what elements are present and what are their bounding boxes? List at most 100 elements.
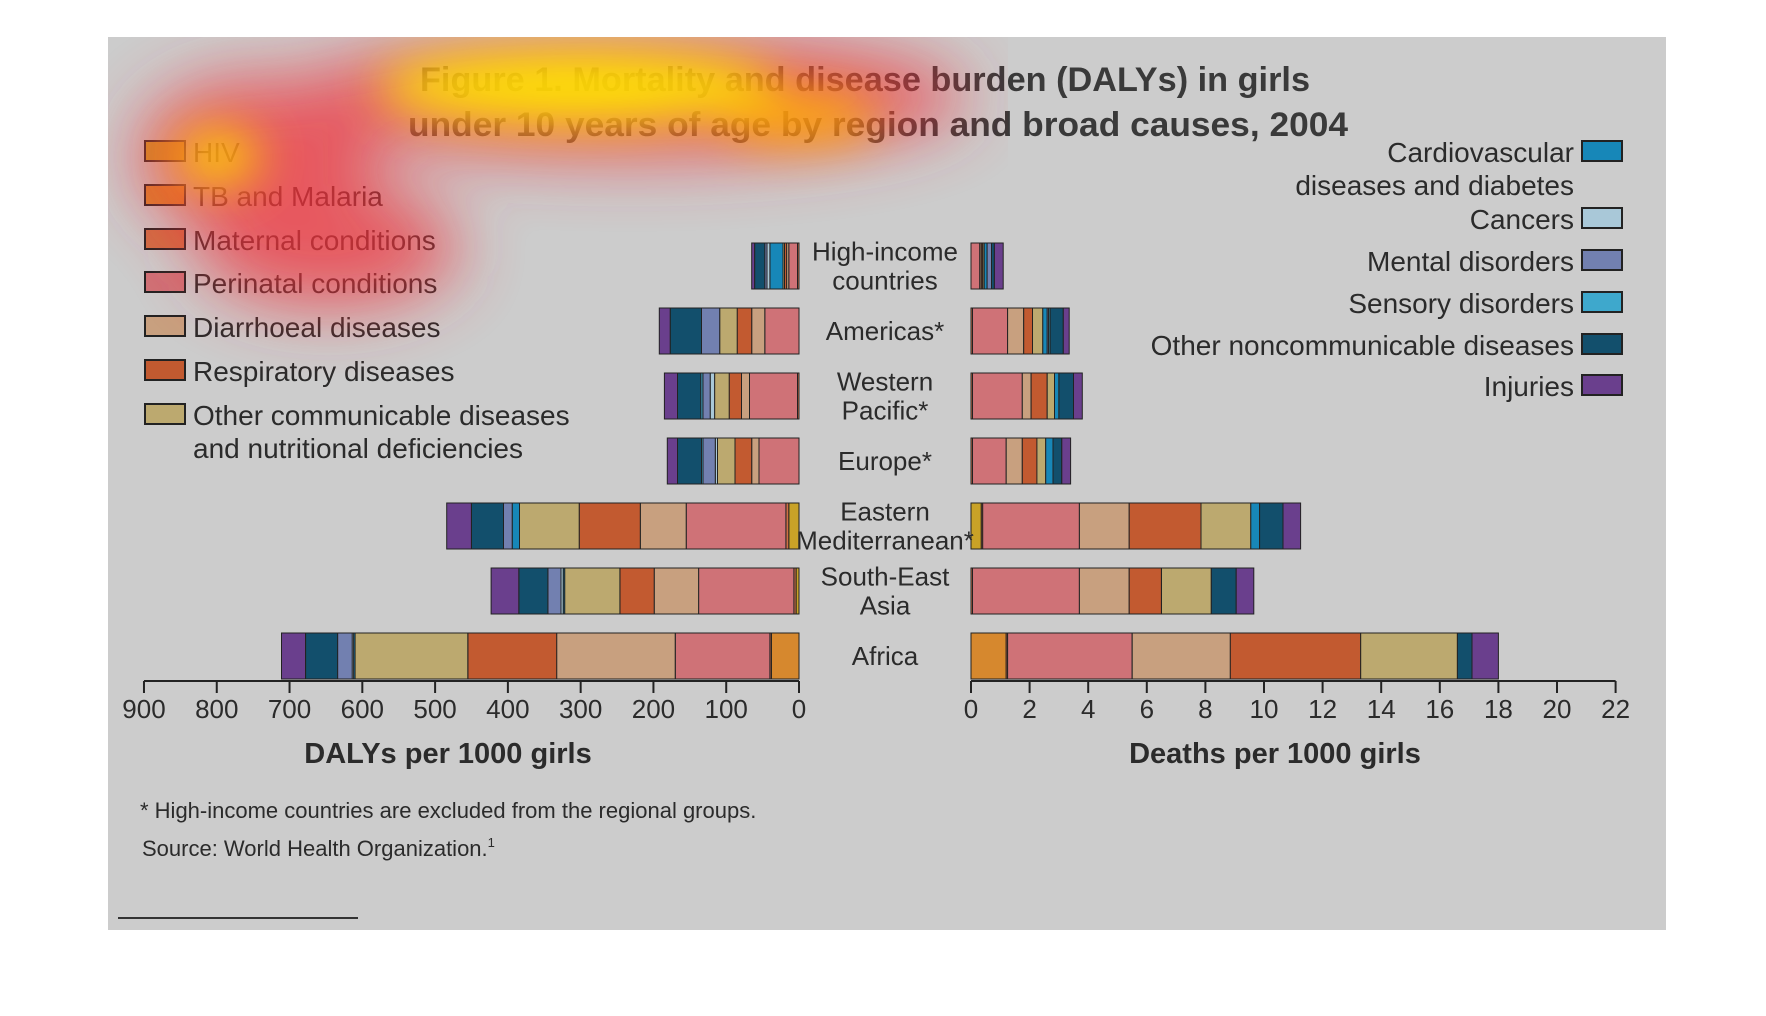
dalys-bar-r6-c9 — [337, 632, 353, 680]
dalys-bar-r3-c9 — [702, 437, 716, 485]
legend-label-left-0-line-0: HIV — [193, 137, 240, 168]
deaths-bar-r4-c4 — [1078, 502, 1130, 550]
deaths-tick-label-0: 0 — [964, 694, 978, 724]
deaths-x-axis: 0 2 4 6 8 10 12 14 16 18 20 22 — [964, 680, 1630, 724]
legend-left: HIV TB and Malaria Maternal conditions Peri… — [144, 137, 570, 464]
deaths-bar-r4-c3 — [982, 502, 1080, 550]
dalys-tick-label-0: 900 — [122, 694, 165, 724]
chart-title: Figure 1. Mortality and disease burden (… — [408, 61, 1348, 144]
deaths-bar-r0-c12 — [993, 242, 1004, 290]
dalys-bar-r1-c3 — [764, 307, 800, 355]
dalys-bar-r5-c5 — [619, 567, 655, 615]
dalys-bar-r3-c11 — [677, 437, 702, 485]
deaths-bar-r5-c3 — [972, 567, 1080, 615]
deaths-axis-label: Deaths per 1000 girls — [1129, 738, 1421, 770]
deaths-tick-label-4: 8 — [1198, 694, 1212, 724]
dalys-bar-r6-c4 — [556, 632, 676, 680]
dalys-tick-label-6: 300 — [559, 694, 602, 724]
dalys-bar-r4-c7 — [511, 502, 521, 550]
dalys-axis-label: DALYs per 1000 girls — [304, 738, 591, 770]
legend-label-left-1-line-0: TB and Malaria — [193, 181, 383, 212]
dalys-tick-label-5: 400 — [486, 694, 529, 724]
legend-label-right-2-line-0: Mental disorders — [1367, 246, 1574, 277]
dalys-bar-r1-c4 — [751, 307, 766, 355]
dalys-bar-r6-c12 — [281, 632, 306, 680]
legend-label-left-6-line-0: Other communicable diseases — [193, 400, 570, 431]
deaths-bar-r6-c12 — [1471, 632, 1499, 680]
deaths-tick-label-5: 10 — [1250, 694, 1279, 724]
deaths-bar-r4-c6 — [1200, 502, 1252, 550]
legend-label-right-0-line-1: diseases and diabetes — [1295, 170, 1574, 201]
region-label-4-line-0: Eastern — [840, 497, 930, 527]
legend-swatch-right-2 — [1581, 249, 1623, 271]
deaths-bar-r3-c6 — [1036, 437, 1047, 485]
deaths-bars — [970, 242, 1499, 680]
deaths-bar-r3-c3 — [972, 437, 1007, 485]
legend-swatch-right-4 — [1581, 333, 1623, 355]
deaths-bar-r4-c5 — [1128, 502, 1202, 550]
dalys-bar-r6-c11 — [305, 632, 339, 680]
deaths-bar-r2-c4 — [1021, 372, 1032, 420]
legend-swatch-left-6 — [144, 403, 186, 425]
legend-swatch-right-1 — [1581, 207, 1623, 229]
deaths-bar-r4-c7 — [1250, 502, 1261, 550]
dalys-bar-r1-c5 — [736, 307, 753, 355]
deaths-bar-r6-c4 — [1131, 632, 1231, 680]
title-line-2: under 10 years of age by region and broa… — [408, 106, 1348, 144]
legend-swatch-left-3 — [144, 271, 186, 293]
legend-swatch-left-4 — [144, 315, 186, 337]
deaths-tick-label-11: 22 — [1601, 694, 1630, 724]
dalys-bar-r4-c11 — [471, 502, 504, 550]
region-label-2-line-0: Western — [837, 367, 933, 397]
deaths-tick-label-2: 4 — [1081, 694, 1095, 724]
deaths-bar-r0-c3 — [970, 242, 981, 290]
legend-label-left-2-line-0: Maternal conditions — [193, 225, 436, 256]
dalys-bar-r2-c3 — [749, 372, 798, 420]
region-label-6-line-0: Africa — [852, 641, 919, 671]
dalys-x-axis: 900 800 700 600 500 400 300 200 100 0 — [122, 680, 806, 724]
deaths-bar-r4-c12 — [1282, 502, 1302, 550]
dalys-bar-r1-c6 — [719, 307, 738, 355]
dalys-bar-r5-c6 — [564, 567, 621, 615]
deaths-tick-label-10: 20 — [1543, 694, 1572, 724]
region-label-5-line-0: South-East — [821, 562, 950, 592]
dalys-tick-label-3: 600 — [341, 694, 384, 724]
legend-swatch-right-0 — [1581, 140, 1623, 162]
legend-label-right-3-line-0: Sensory disorders — [1348, 288, 1574, 319]
legend-swatch-left-5 — [144, 359, 186, 381]
dalys-bar-r3-c3 — [758, 437, 800, 485]
dalys-bar-r4-c6 — [519, 502, 580, 550]
legend-swatch-left-0 — [144, 140, 186, 162]
deaths-bar-r2-c3 — [972, 372, 1023, 420]
deaths-bar-r2-c11 — [1058, 372, 1075, 420]
deaths-bar-r6-c6 — [1360, 632, 1458, 680]
legend-label-right-5-line-0: Injuries — [1484, 371, 1574, 402]
deaths-bar-r1-c12 — [1062, 307, 1070, 355]
deaths-bar-r2-c12 — [1073, 372, 1083, 420]
dalys-bar-r3-c5 — [734, 437, 753, 485]
dalys-bar-r2-c6 — [714, 372, 730, 420]
footer-rule — [118, 917, 358, 919]
deaths-bar-r1-c7 — [1042, 307, 1048, 355]
dalys-tick-label-2: 700 — [268, 694, 311, 724]
deaths-bar-r2-c5 — [1030, 372, 1048, 420]
dalys-bar-r5-c11 — [518, 567, 549, 615]
dalys-bar-r4-c12 — [446, 502, 472, 550]
deaths-bar-r3-c5 — [1021, 437, 1038, 485]
deaths-bar-r3-c12 — [1061, 437, 1072, 485]
dalys-bar-r4-c9 — [503, 502, 513, 550]
deaths-bar-r1-c4 — [1007, 307, 1025, 355]
dalys-tick-label-4: 500 — [413, 694, 456, 724]
region-label-5-line-1: Asia — [860, 591, 911, 621]
deaths-bar-r5-c4 — [1078, 567, 1130, 615]
dalys-bar-r2-c11 — [677, 372, 702, 420]
legend-label-right-4-line-0: Other noncommunicable diseases — [1151, 330, 1574, 361]
deaths-bar-r3-c11 — [1052, 437, 1063, 485]
legend-swatch-left-2 — [144, 228, 186, 250]
deaths-bar-r5-c5 — [1128, 567, 1162, 615]
legend-swatch-left-1 — [144, 184, 186, 206]
deaths-bar-r4-c11 — [1259, 502, 1284, 550]
dalys-bar-r2-c5 — [728, 372, 742, 420]
